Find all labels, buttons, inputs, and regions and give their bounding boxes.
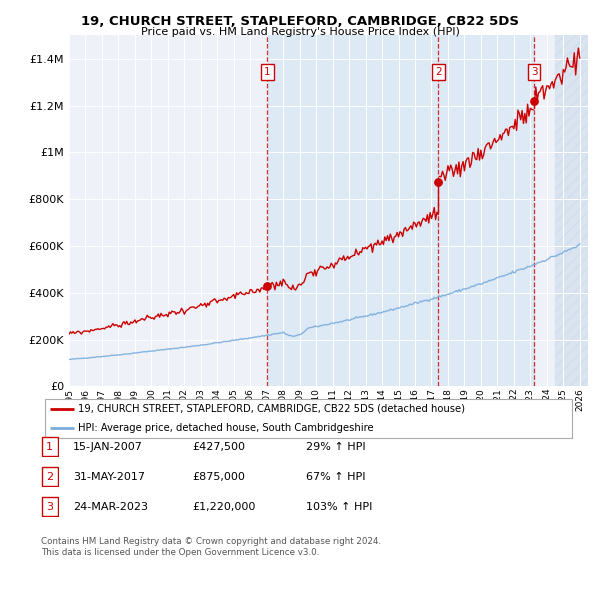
Point (434, 177, 443, 186)
Text: 31-MAY-2017: 31-MAY-2017 (73, 472, 145, 481)
FancyBboxPatch shape (44, 399, 572, 438)
Text: This data is licensed under the Open Government Licence v3.0.: This data is licensed under the Open Gov… (41, 548, 319, 556)
Text: 2: 2 (46, 472, 53, 481)
Text: 19, CHURCH STREET, STAPLEFORD, CAMBRIDGE, CB22 5DS (detached house): 19, CHURCH STREET, STAPLEFORD, CAMBRIDGE… (79, 404, 466, 414)
FancyBboxPatch shape (42, 437, 58, 456)
Point (529, 96, 539, 106)
Text: £1,220,000: £1,220,000 (192, 502, 256, 512)
Text: £427,500: £427,500 (192, 442, 245, 451)
Text: 15-JAN-2007: 15-JAN-2007 (73, 442, 143, 451)
Text: Contains HM Land Registry data © Crown copyright and database right 2024.: Contains HM Land Registry data © Crown c… (41, 537, 381, 546)
Text: HPI: Average price, detached house, South Cambridgeshire: HPI: Average price, detached house, Sout… (79, 423, 374, 433)
FancyBboxPatch shape (42, 467, 58, 486)
Text: 1: 1 (264, 67, 271, 77)
Text: 19, CHURCH STREET, STAPLEFORD, CAMBRIDGE, CB22 5DS: 19, CHURCH STREET, STAPLEFORD, CAMBRIDGE… (81, 15, 519, 28)
Text: 3: 3 (531, 67, 538, 77)
Text: 24-MAR-2023: 24-MAR-2023 (73, 502, 148, 512)
FancyBboxPatch shape (42, 497, 58, 516)
Bar (555, 35, 588, 386)
Point (263, 281, 272, 291)
Text: Price paid vs. HM Land Registry's House Price Index (HPI): Price paid vs. HM Land Registry's House … (140, 27, 460, 37)
Text: 2: 2 (435, 67, 442, 77)
Text: 103% ↑ HPI: 103% ↑ HPI (306, 502, 373, 512)
Bar (268, 35, 534, 386)
Text: 67% ↑ HPI: 67% ↑ HPI (306, 472, 365, 481)
Text: 1: 1 (46, 442, 53, 451)
Text: £875,000: £875,000 (192, 472, 245, 481)
Text: 3: 3 (46, 502, 53, 512)
Text: 29% ↑ HPI: 29% ↑ HPI (306, 442, 365, 451)
